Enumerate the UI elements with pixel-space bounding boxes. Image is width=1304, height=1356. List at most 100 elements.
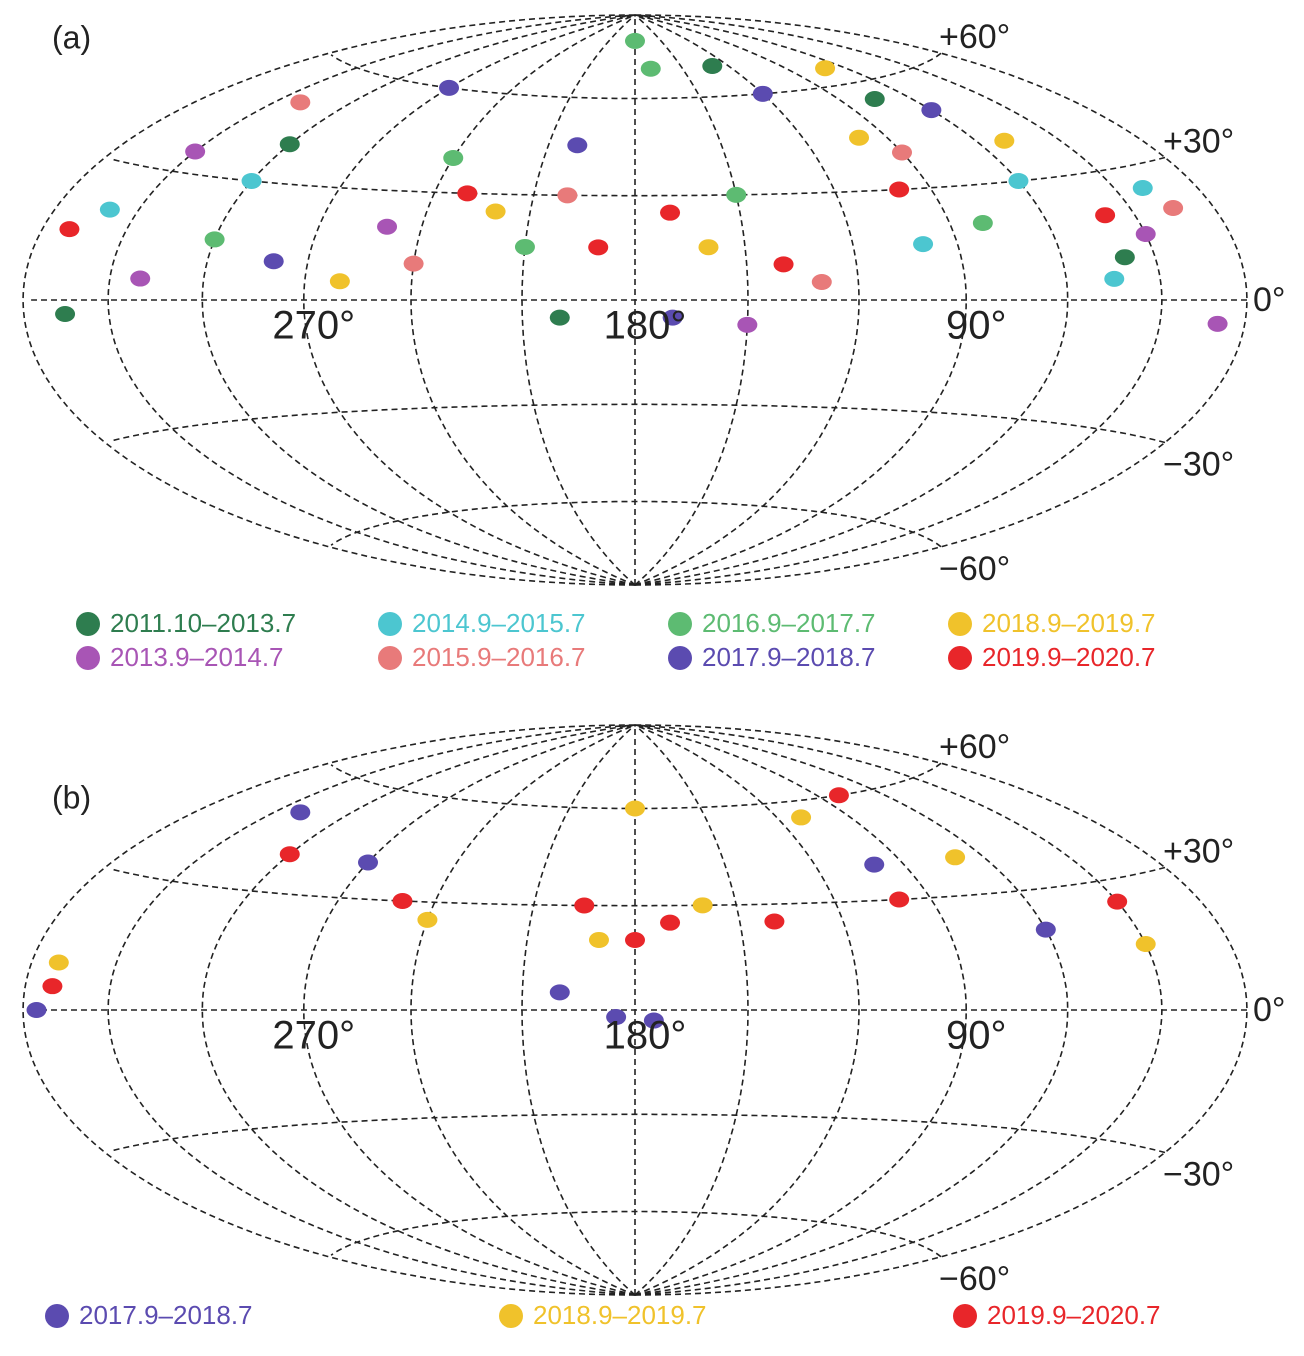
field [660, 204, 681, 221]
lat-label: −30° [1163, 445, 1234, 483]
field [1114, 249, 1135, 266]
field [1104, 270, 1125, 287]
field [290, 94, 311, 111]
grid-meridian [634, 724, 968, 1296]
legend-swatch [953, 1304, 977, 1328]
panel-label: (b) [52, 779, 91, 815]
field [567, 137, 588, 154]
legend-label: 2014.9–2015.7 [412, 608, 586, 638]
field [828, 787, 849, 804]
field [439, 79, 460, 96]
field [662, 309, 683, 326]
grid-meridian [201, 14, 636, 586]
field [279, 846, 300, 863]
field [99, 201, 120, 218]
field [864, 91, 885, 108]
field [130, 270, 151, 287]
field [26, 1002, 47, 1018]
field [773, 256, 794, 273]
field [815, 60, 836, 77]
grid-meridian [634, 14, 749, 586]
field [588, 239, 609, 256]
grid-meridian [302, 724, 636, 1296]
field [945, 849, 966, 866]
field [726, 186, 747, 203]
field [358, 854, 379, 871]
legend-swatch [76, 612, 100, 636]
legend-label: 2011.10–2013.7 [110, 608, 296, 638]
field [1135, 226, 1156, 243]
field [698, 239, 719, 256]
field [921, 102, 942, 119]
legend-label: 2015.9–2016.7 [412, 642, 586, 672]
grid-meridian [302, 14, 636, 586]
lat-label: +60° [939, 728, 1010, 766]
field [1207, 315, 1228, 332]
field [811, 273, 832, 290]
field [972, 215, 993, 232]
field [1008, 172, 1029, 189]
field [185, 143, 206, 160]
field [290, 804, 311, 821]
field [660, 914, 681, 931]
field [764, 913, 785, 930]
field [737, 316, 758, 333]
legend-label: 2018.9–2019.7 [982, 608, 1156, 638]
field [625, 932, 645, 949]
field [1107, 893, 1128, 910]
legend-swatch [948, 612, 972, 636]
field [263, 253, 284, 270]
grid-meridian [634, 724, 749, 1296]
grid-parallel [330, 762, 942, 810]
field [692, 897, 713, 914]
field [457, 185, 478, 202]
legend-swatch [76, 646, 100, 670]
legend-label: 2019.9–2020.7 [987, 1300, 1161, 1330]
lat-label: 0° [1253, 281, 1286, 319]
lat-label: −60° [939, 550, 1010, 588]
field [557, 187, 578, 204]
field [59, 221, 80, 238]
field [329, 273, 350, 290]
field [514, 238, 535, 255]
legend-swatch [378, 646, 402, 670]
lon-label: 180° [604, 304, 687, 348]
legend-swatch [668, 612, 692, 636]
field [55, 306, 76, 323]
lat-label: −30° [1163, 1155, 1234, 1193]
field [702, 58, 723, 75]
field [204, 231, 225, 248]
field [752, 85, 773, 102]
lon-label: 180° [604, 1014, 687, 1058]
field [443, 149, 464, 166]
grid-parallel [330, 1210, 942, 1258]
lon-label: 90° [946, 1014, 1007, 1058]
field [588, 931, 609, 948]
grid-meridian [521, 14, 636, 586]
panel-label: (a) [52, 19, 91, 55]
field [889, 891, 910, 908]
field [913, 236, 934, 253]
field [485, 203, 506, 220]
grid-meridian [634, 14, 968, 586]
field [403, 255, 424, 272]
field [392, 893, 413, 910]
field [849, 129, 870, 146]
field [1163, 200, 1184, 217]
field [1135, 936, 1156, 953]
legend-swatch [378, 612, 402, 636]
field [549, 309, 570, 326]
field [864, 856, 885, 873]
field [1095, 207, 1116, 224]
field [241, 172, 262, 189]
lat-label: +60° [939, 18, 1010, 56]
lon-label: 270° [272, 1014, 355, 1058]
field [606, 1009, 627, 1026]
field [417, 911, 438, 928]
legend-swatch [668, 646, 692, 670]
lat-label: +30° [1163, 122, 1234, 160]
legend-label: 2017.9–2018.7 [702, 642, 876, 672]
lat-label: 0° [1253, 991, 1286, 1029]
legend-swatch [45, 1304, 69, 1328]
field [574, 897, 595, 914]
